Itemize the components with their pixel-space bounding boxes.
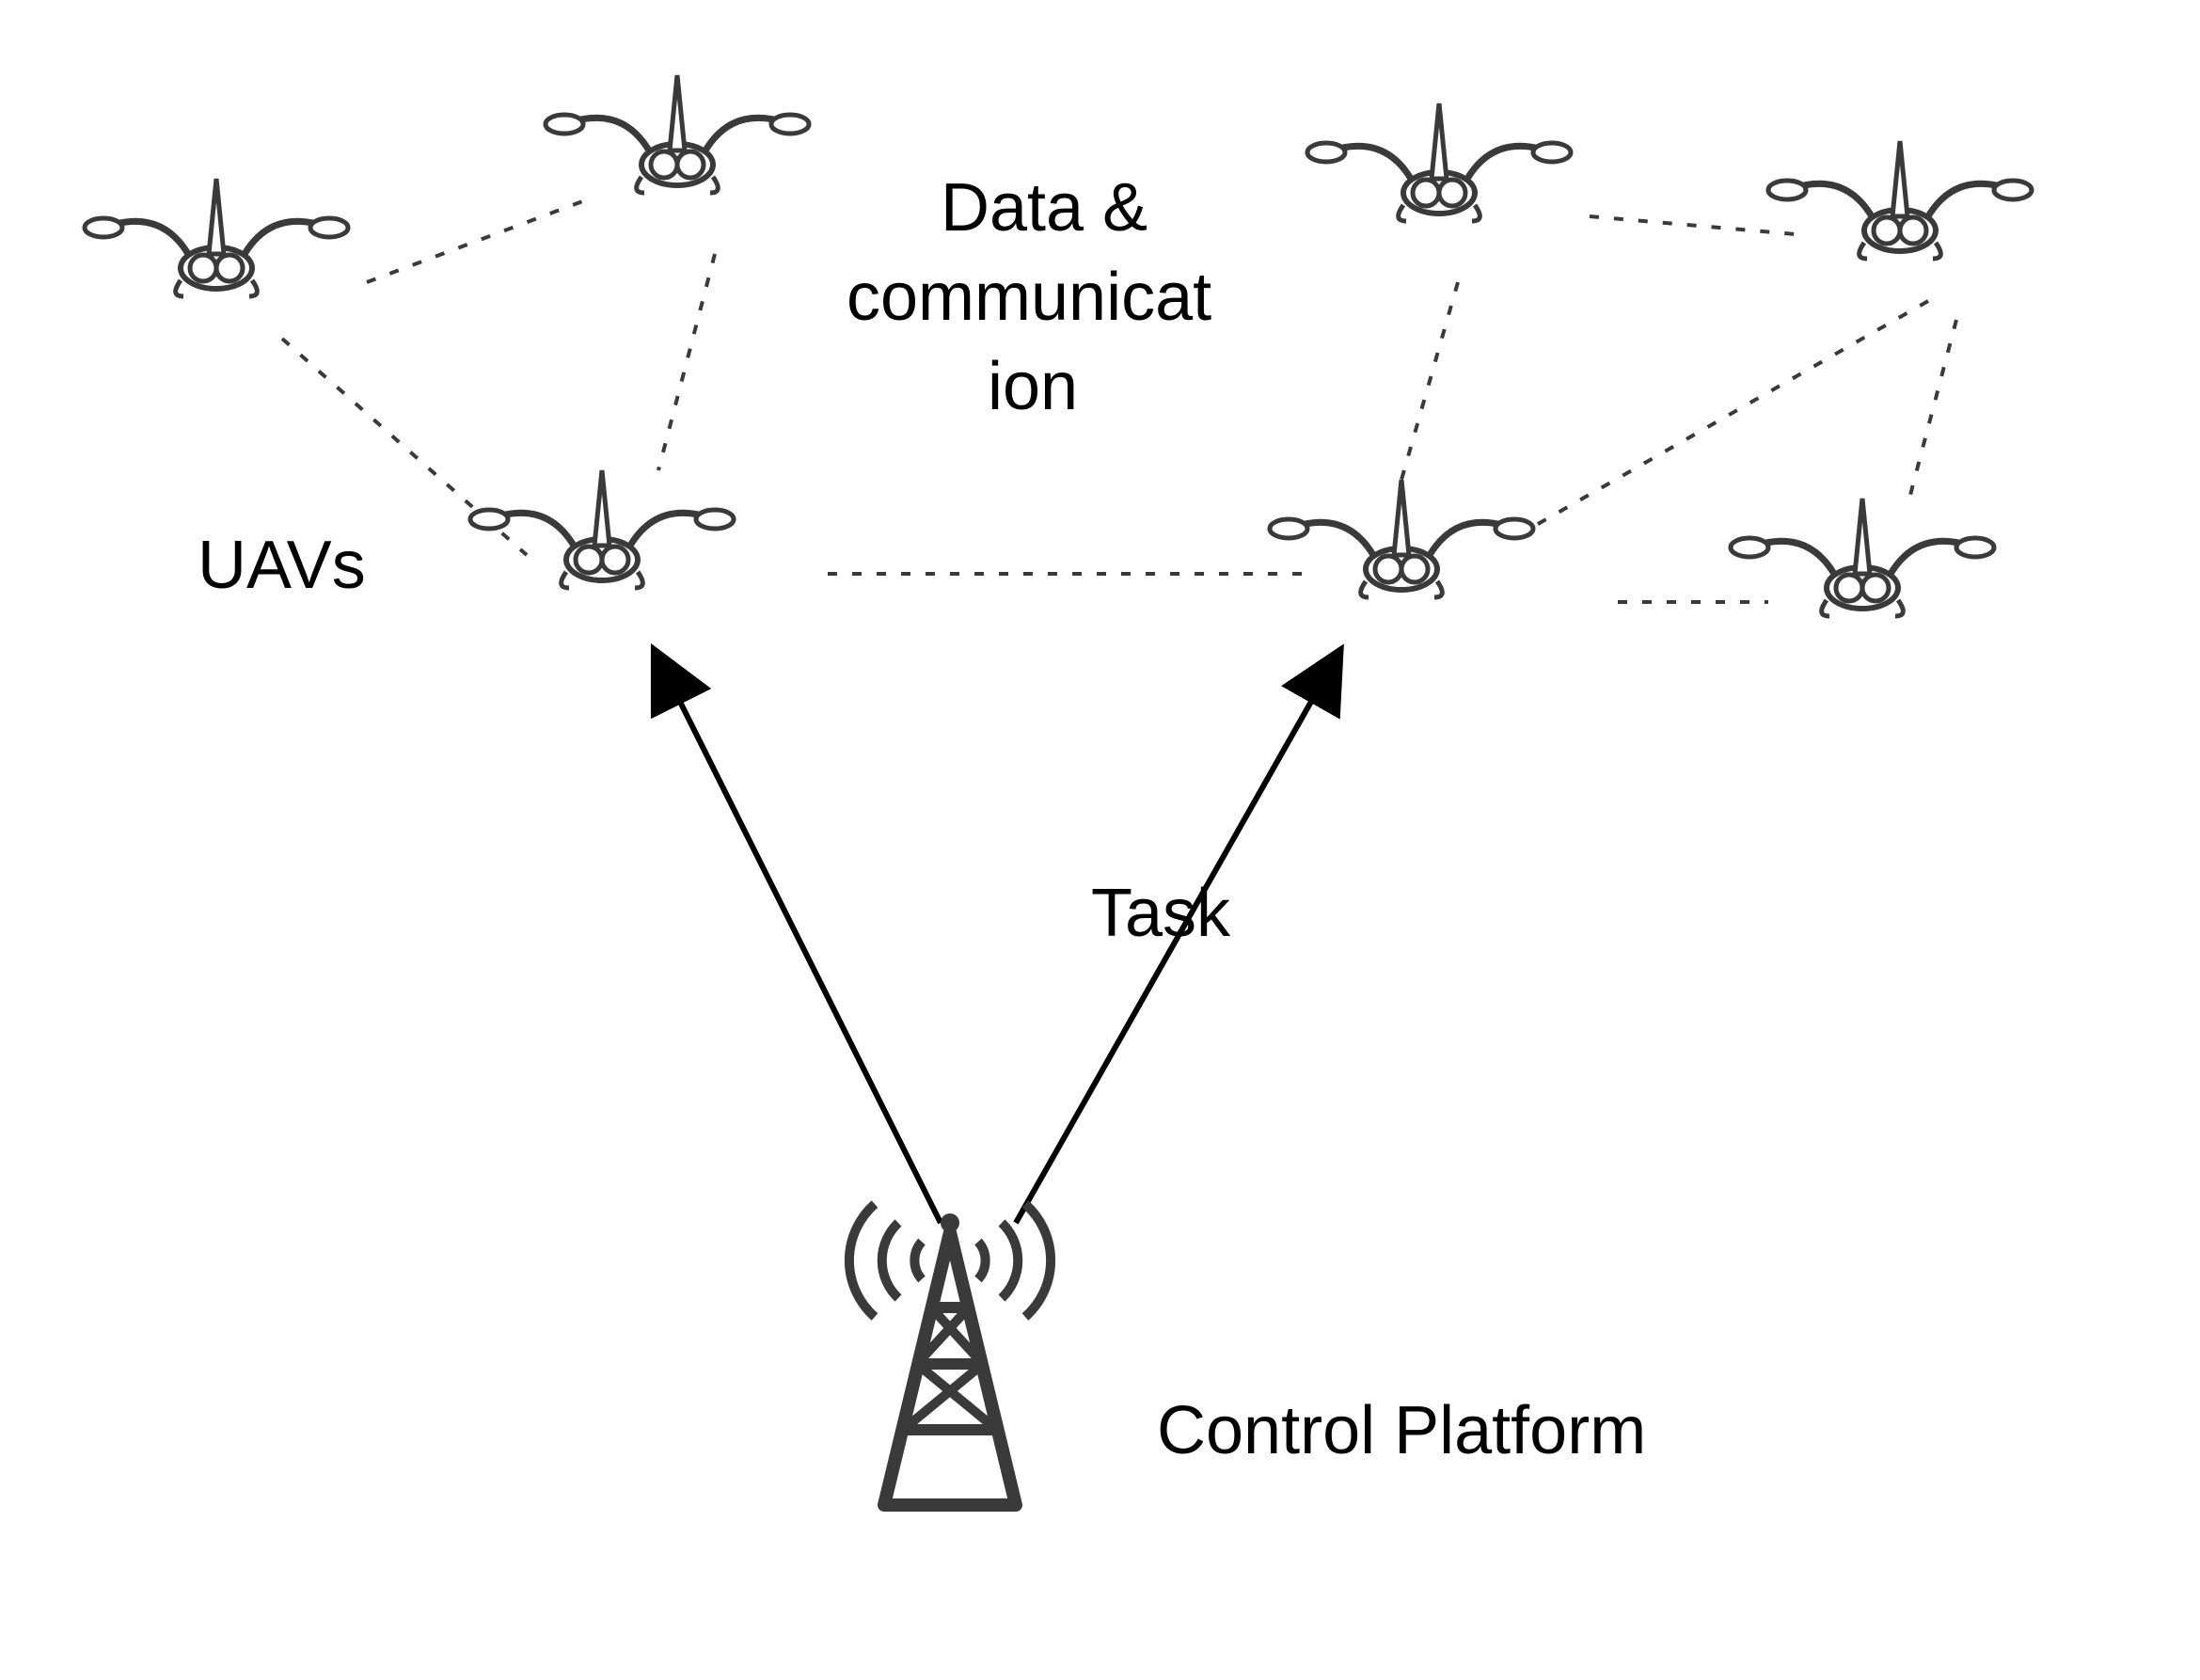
label-uavs: UAVs [198, 527, 366, 604]
uav-icon [1731, 499, 1994, 616]
comm-link [658, 254, 715, 470]
task-arrow [658, 658, 941, 1223]
label-data-line2: communicat [847, 259, 1211, 336]
comm-link [1401, 282, 1458, 480]
label-task: Task [1091, 875, 1230, 952]
tower-node [849, 1204, 1051, 1505]
uav-icon [85, 179, 348, 296]
label-data-line3: ion [988, 348, 1078, 425]
comm-link [1533, 301, 1928, 527]
uav-nodes [85, 75, 2032, 616]
comm-link [1590, 216, 1806, 235]
uav-icon [1768, 141, 2032, 259]
uav-icon [546, 75, 809, 193]
diagram-svg [0, 0, 2200, 1680]
uav-icon [1270, 480, 1533, 597]
comm-link [1909, 320, 1956, 499]
uav-icon [470, 470, 734, 588]
uav-icon [1307, 103, 1571, 221]
task-arrows [658, 658, 1336, 1223]
diagram-canvas: UAVs Data & communicat ion Task Control … [0, 0, 2200, 1680]
antenna-tower-icon [849, 1204, 1051, 1505]
label-data-line1: Data & [941, 169, 1147, 246]
label-control-platform: Control Platform [1157, 1392, 1646, 1469]
comm-link [367, 198, 593, 282]
